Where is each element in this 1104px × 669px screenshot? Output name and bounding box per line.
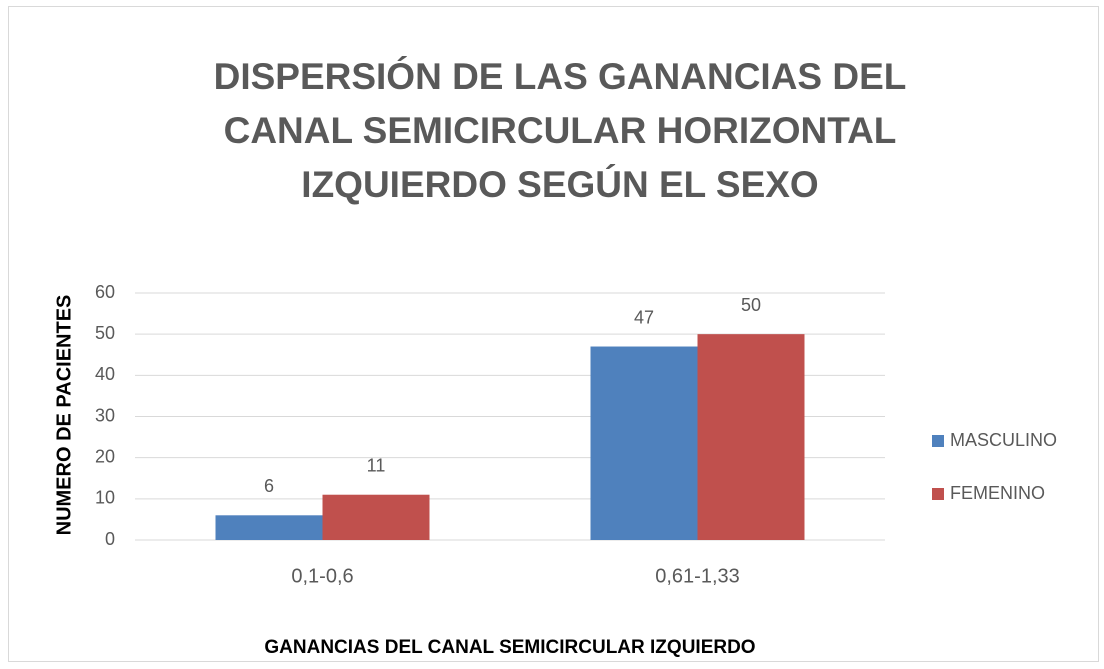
bar xyxy=(697,334,805,540)
y-tick-label: 50 xyxy=(95,323,115,343)
x-tick-label: 0,1-0,6 xyxy=(291,565,353,587)
legend-label: FEMENINO xyxy=(950,483,1045,503)
bar xyxy=(590,346,698,540)
data-label: 47 xyxy=(634,307,654,327)
data-label: 50 xyxy=(741,295,761,315)
y-tick-label: 40 xyxy=(95,364,115,384)
chart-title: DISPERSIÓN DE LAS GANANCIAS DEL CANAL SE… xyxy=(213,56,907,205)
data-label: 6 xyxy=(264,476,274,496)
y-tick-label: 10 xyxy=(95,488,115,508)
y-tick-label: 60 xyxy=(95,282,115,302)
y-tick-label: 0 xyxy=(105,529,115,549)
bar xyxy=(322,494,430,540)
data-label: 11 xyxy=(367,455,386,475)
bar xyxy=(215,515,323,540)
legend-swatch xyxy=(932,435,944,447)
legend-swatch xyxy=(932,488,944,500)
y-tick-label: 30 xyxy=(95,405,115,425)
y-tick-label: 20 xyxy=(95,446,115,466)
chart-border xyxy=(8,6,1099,662)
y-axis-label: NUMERO DE PACIENTES xyxy=(53,295,75,536)
x-tick-label: 0,61-1,33 xyxy=(655,565,740,587)
legend-label: MASCULINO xyxy=(950,430,1057,450)
x-axis-label: GANANCIAS DEL CANAL SEMICIRCULAR IZQUIER… xyxy=(264,637,755,658)
